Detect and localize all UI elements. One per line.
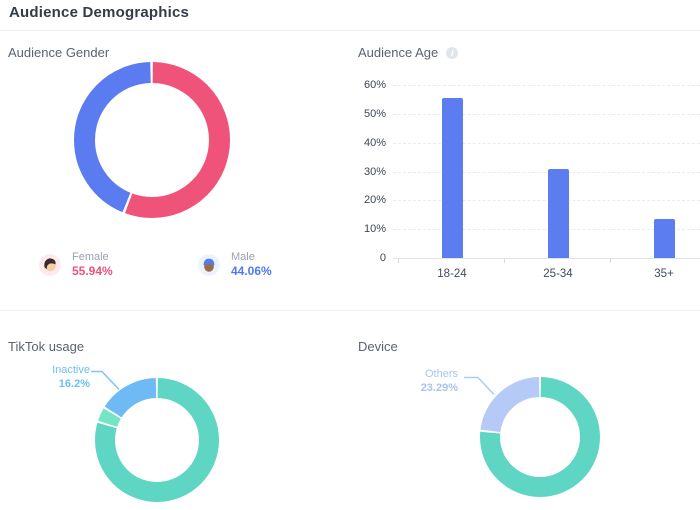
device-callout-label: Others xyxy=(424,368,458,380)
x-axis-tick xyxy=(610,259,611,263)
usage-callout-value: 16.2% xyxy=(58,378,90,390)
y-tick-label: 20% xyxy=(363,194,386,207)
gender-donut-chart xyxy=(74,62,230,218)
page-title: Audience Demographics xyxy=(9,4,190,21)
gridline xyxy=(393,229,700,231)
device-callout-line xyxy=(464,376,495,396)
age-x-axis-labels: 18-24 25-34 35+ xyxy=(393,268,700,282)
usage-callout-line xyxy=(91,370,120,391)
gridline xyxy=(393,171,700,173)
donut-segment-Male xyxy=(74,62,230,218)
legend-value-female: 55.94% xyxy=(72,264,113,278)
device-callout-value: 23.29% xyxy=(420,382,458,394)
legend-value-male: 44.06% xyxy=(231,264,272,278)
device-callout: Others 23.29% xyxy=(406,368,458,395)
bar-35+ xyxy=(653,219,675,258)
usage-section-title: TikTok usage xyxy=(8,339,85,354)
legend-item-male: Male 44.06% xyxy=(198,251,272,279)
x-axis-tick xyxy=(398,259,399,263)
y-tick-label: 30% xyxy=(363,165,386,178)
age-y-axis-labels: 0 10% 20% 30% 40% 50% 60% xyxy=(346,79,386,265)
legend-label-female: Female xyxy=(72,251,109,263)
x-axis-tick xyxy=(504,259,505,263)
x-tick-label: 25-34 xyxy=(543,268,573,280)
gridline xyxy=(393,113,700,115)
gender-section-title: Audience Gender xyxy=(8,45,110,60)
section-divider xyxy=(0,310,700,311)
y-tick-label: 40% xyxy=(363,136,386,149)
gridline xyxy=(393,142,700,144)
x-axis-line xyxy=(393,258,700,259)
header-divider xyxy=(0,30,700,31)
info-icon[interactable]: i xyxy=(446,46,459,59)
usage-callout: Inactive 16.2% xyxy=(38,364,90,391)
usage-callout-label: Inactive xyxy=(52,364,90,376)
bar-25-34 xyxy=(547,168,569,258)
gridline xyxy=(393,85,700,86)
age-section-header: Audience Age i xyxy=(358,45,459,60)
y-tick-label: 60% xyxy=(363,79,386,91)
y-tick-label: 0 xyxy=(379,252,386,264)
legend-item-female: Female 55.94% xyxy=(39,251,113,279)
device-section-title: Device xyxy=(358,339,398,354)
age-bar-chart xyxy=(393,85,700,263)
y-tick-label: 10% xyxy=(363,223,386,236)
donut-segment-Female xyxy=(74,62,230,218)
gridline xyxy=(393,200,700,202)
x-tick-label: 35+ xyxy=(654,268,674,280)
female-avatar-icon xyxy=(39,254,61,276)
bar-18-24 xyxy=(441,97,463,258)
male-avatar-icon xyxy=(198,254,220,276)
x-tick-label: 18-24 xyxy=(437,268,467,280)
y-tick-label: 50% xyxy=(363,107,386,120)
legend-label-male: Male xyxy=(231,251,255,263)
age-section-title: Audience Age xyxy=(358,45,439,60)
